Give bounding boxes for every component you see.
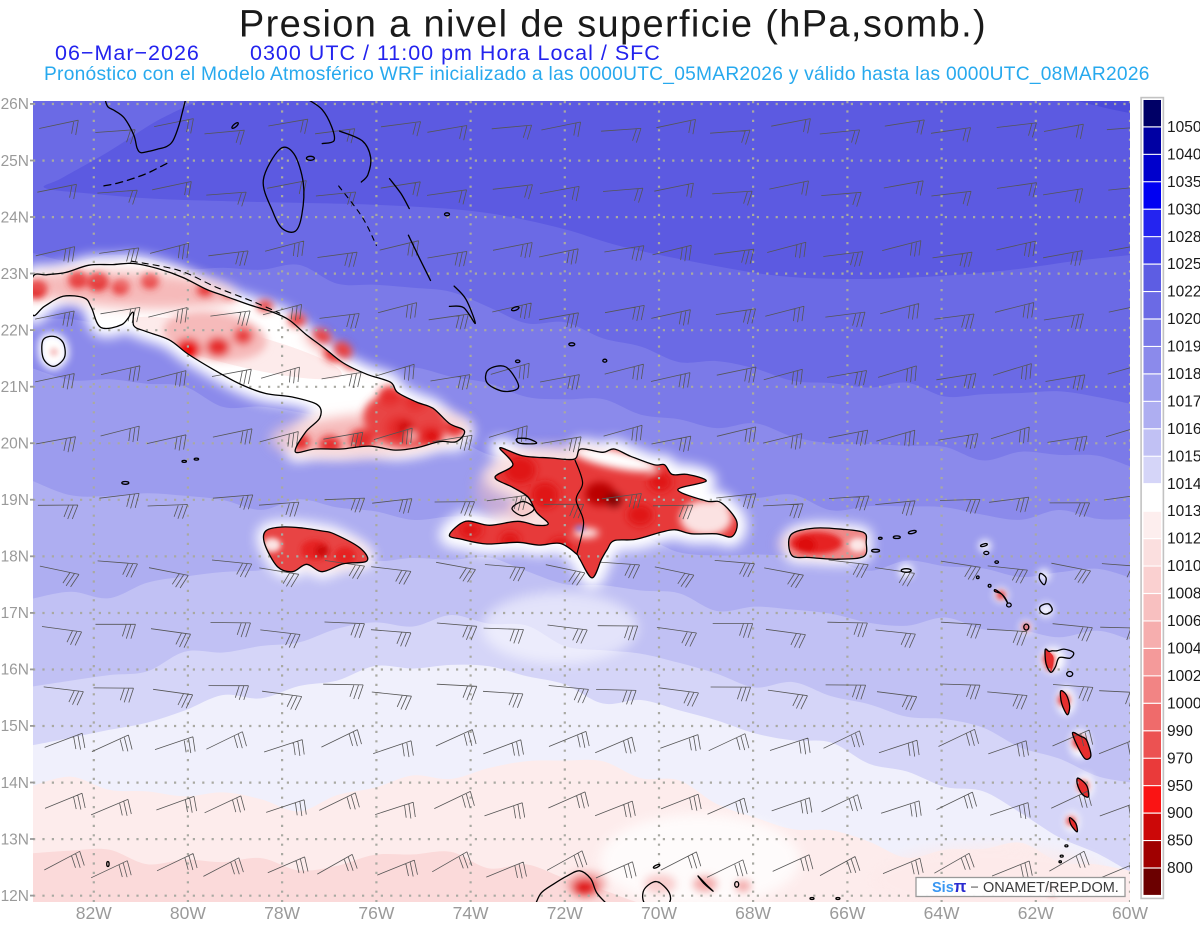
svg-text:18N: 18N xyxy=(1,549,29,566)
svg-text:1019: 1019 xyxy=(1167,339,1200,356)
svg-text:1022: 1022 xyxy=(1167,284,1200,301)
svg-text:Presion a nivel de superficie: Presion a nivel de superficie (hPa,somb.… xyxy=(239,4,987,46)
svg-text:68W: 68W xyxy=(735,903,771,923)
svg-text:1008: 1008 xyxy=(1167,586,1200,603)
svg-text:22N: 22N xyxy=(1,322,29,339)
svg-text:990: 990 xyxy=(1167,723,1193,740)
svg-text:1000: 1000 xyxy=(1167,695,1200,712)
svg-text:1006: 1006 xyxy=(1167,613,1200,630)
svg-text:26N: 26N xyxy=(1,96,29,113)
svg-text:20N: 20N xyxy=(1,436,29,453)
svg-text:1013: 1013 xyxy=(1167,503,1200,520)
svg-text:1018: 1018 xyxy=(1167,366,1200,383)
svg-text:Sisπ − ONAMET/REP.DOM.: Sisπ − ONAMET/REP.DOM. xyxy=(932,878,1119,896)
svg-text:82W: 82W xyxy=(76,903,112,923)
svg-text:1002: 1002 xyxy=(1167,668,1200,685)
svg-text:15N: 15N xyxy=(1,718,29,735)
svg-text:64W: 64W xyxy=(924,903,960,923)
svg-text:62W: 62W xyxy=(1018,903,1054,923)
svg-text:1035: 1035 xyxy=(1167,174,1200,191)
svg-text:74W: 74W xyxy=(453,903,489,923)
svg-text:970: 970 xyxy=(1167,750,1193,767)
svg-text:21N: 21N xyxy=(1,379,29,396)
svg-text:76W: 76W xyxy=(358,903,394,923)
svg-text:1040: 1040 xyxy=(1167,146,1200,163)
svg-text:1012: 1012 xyxy=(1167,531,1200,548)
svg-text:1030: 1030 xyxy=(1167,201,1200,218)
svg-text:1050: 1050 xyxy=(1167,119,1200,136)
svg-text:16N: 16N xyxy=(1,662,29,679)
svg-text:1028: 1028 xyxy=(1167,229,1200,246)
svg-text:80W: 80W xyxy=(170,903,206,923)
svg-text:60W: 60W xyxy=(1112,903,1148,923)
svg-text:0300 UTC / 11:00 pm Hora Local: 0300 UTC / 11:00 pm Hora Local / SFC xyxy=(250,41,661,65)
svg-text:800: 800 xyxy=(1167,860,1193,877)
svg-text:1004: 1004 xyxy=(1167,641,1200,658)
svg-text:1025: 1025 xyxy=(1167,256,1200,273)
svg-text:Pronóstico con el Modelo Atmo: Pronóstico con el Modelo Atmosférico W… xyxy=(44,64,1150,85)
svg-text:1020: 1020 xyxy=(1167,311,1200,328)
svg-text:900: 900 xyxy=(1167,805,1193,822)
svg-text:72W: 72W xyxy=(547,903,583,923)
svg-text:17N: 17N xyxy=(1,605,29,622)
svg-text:24N: 24N xyxy=(1,209,29,226)
svg-text:12N: 12N xyxy=(1,888,29,905)
svg-text:14N: 14N xyxy=(1,775,29,792)
svg-text:13N: 13N xyxy=(1,831,29,848)
svg-text:25N: 25N xyxy=(1,153,29,170)
svg-text:1014: 1014 xyxy=(1167,476,1200,493)
svg-text:70W: 70W xyxy=(641,903,677,923)
svg-text:23N: 23N xyxy=(1,266,29,283)
svg-text:78W: 78W xyxy=(264,903,300,923)
svg-text:19N: 19N xyxy=(1,492,29,509)
svg-text:950: 950 xyxy=(1167,778,1193,795)
svg-text:1015: 1015 xyxy=(1167,448,1200,465)
svg-text:1016: 1016 xyxy=(1167,421,1200,438)
svg-text:1017: 1017 xyxy=(1167,393,1200,410)
svg-text:06−Mar−2026: 06−Mar−2026 xyxy=(55,41,200,65)
svg-text:850: 850 xyxy=(1167,833,1193,850)
svg-text:66W: 66W xyxy=(829,903,865,923)
svg-text:1010: 1010 xyxy=(1167,558,1200,575)
